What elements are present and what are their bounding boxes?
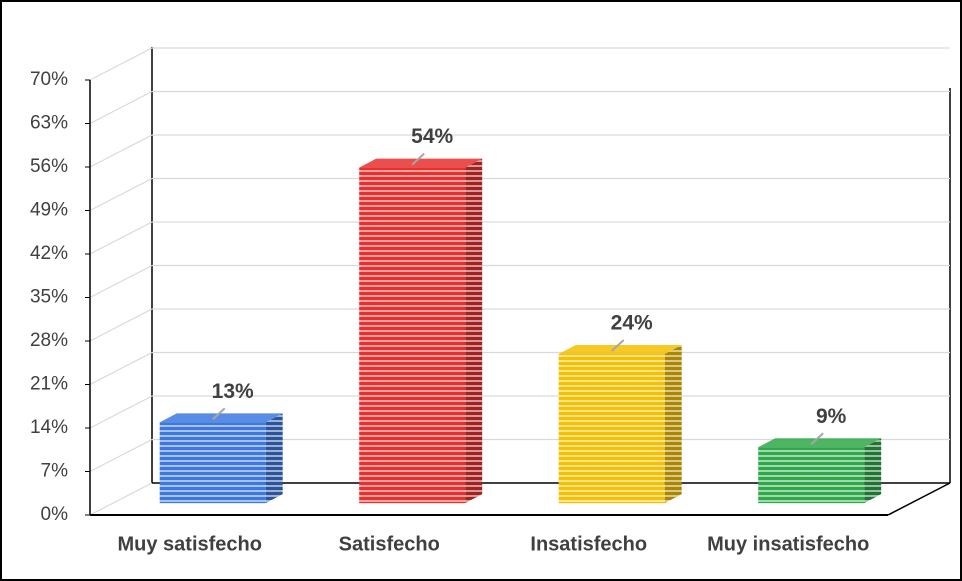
data-label: 24% [611,312,653,335]
y-tick-label: 49% [30,200,68,221]
y-tick-label: 42% [30,243,68,264]
side-grid-line [89,308,153,342]
side-grid-line [89,264,153,299]
side-grid-line [89,134,153,168]
floor-right [887,482,951,516]
y-tick-label: 0% [41,504,69,525]
bar [359,167,466,504]
y-tick-label: 56% [30,156,68,177]
y-tick-label: 35% [30,287,68,308]
bar-top [558,345,682,355]
label-leader [611,339,625,352]
floor-left [89,482,153,516]
x-tick-label: Muy satisfecho [118,533,262,555]
bar-top [758,438,882,448]
y-tick-label: 63% [30,113,68,134]
x-tick-label: Insatisfecho [530,533,647,555]
bar-side [864,438,882,504]
bar [758,447,865,504]
side-grid-line [89,47,153,81]
y-tick-label: 21% [30,374,68,395]
bar-side [465,158,483,504]
side-grid-line [89,395,153,429]
bar-top [159,413,283,423]
bar [159,422,266,504]
y-tick-label: 14% [30,417,68,438]
y-tick-label: 7% [41,461,69,482]
label-leader [212,407,226,421]
side-grid-line [89,438,153,473]
data-label: 13% [212,380,254,403]
data-label: 9% [816,405,847,428]
side-grid-line [89,221,153,255]
label-leader [810,432,824,445]
data-label: 54% [411,125,453,148]
label-leader [411,152,425,166]
side-grid-line [89,177,153,212]
side-grid-line [89,90,153,125]
y-tick-label: 28% [30,330,68,351]
x-tick-label: Satisfecho [339,533,440,555]
bar-top [359,158,483,168]
x-tick-label: Muy insatisfecho [707,533,869,555]
bar-side [664,345,682,504]
bar-side [265,413,283,504]
side-grid-line [89,351,153,386]
y-tick-label: 70% [30,69,68,90]
bar [558,354,665,504]
